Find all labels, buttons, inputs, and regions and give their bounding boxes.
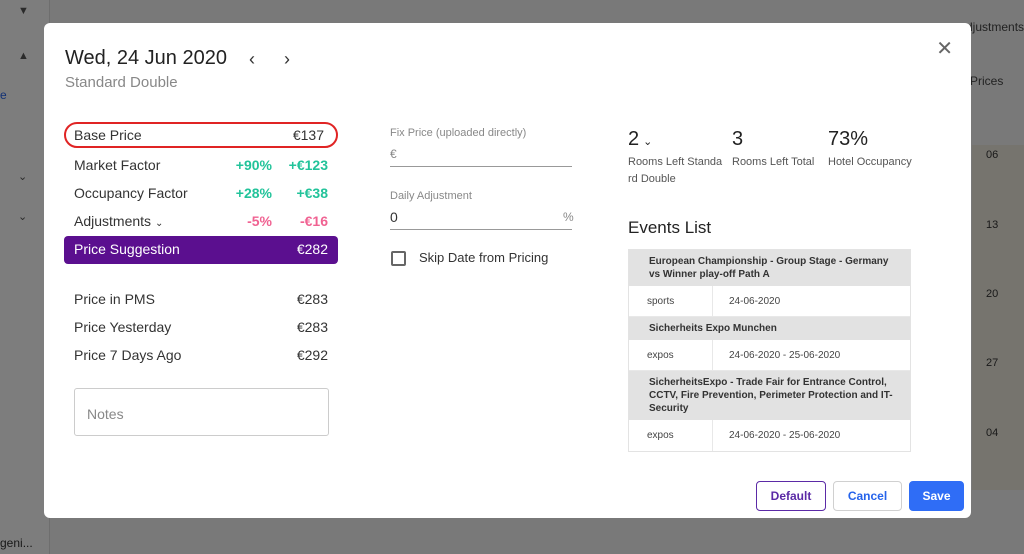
- rooms-left-total-label: Rooms Left Total: [732, 156, 815, 168]
- price-detail-modal: ✕ Wed, 24 Jun 2020 ‹ › Standard Double B…: [44, 23, 971, 518]
- event-name: Sicherheits Expo Munchen: [629, 317, 910, 340]
- fix-price-input[interactable]: [390, 166, 572, 167]
- notes-field[interactable]: Notes: [74, 388, 329, 436]
- rooms-left-type-label-line1: Rooms Left Standa: [628, 156, 723, 168]
- rooms-left-type-selector[interactable]: 2 ⌄: [628, 128, 652, 151]
- adjustments-value: -€16: [299, 213, 328, 229]
- base-price-label: Base Price: [74, 127, 142, 143]
- price-yesterday-label: Price Yesterday: [74, 319, 172, 335]
- date-title: Wed, 24 Jun 2020: [65, 47, 227, 69]
- occupancy-factor-row: Occupancy Factor +28% +€38: [64, 180, 338, 206]
- price-yesterday-row: Price Yesterday €283: [64, 314, 338, 340]
- price-yesterday-value: €283: [296, 319, 328, 335]
- room-type-label: Standard Double: [65, 74, 178, 91]
- price-7-days-row: Price 7 Days Ago €292: [64, 342, 338, 368]
- event-date: 24-06-2020 - 25-06-2020: [729, 430, 841, 441]
- cancel-button[interactable]: Cancel: [833, 481, 902, 511]
- market-factor-row: Market Factor +90% +€123: [64, 152, 338, 178]
- chevron-down-icon[interactable]: ⌄: [643, 136, 653, 148]
- event-category: expos: [629, 340, 713, 370]
- base-price-row: Base Price €137: [64, 122, 338, 148]
- event-name: European Championship - Group Stage - Ge…: [629, 250, 910, 286]
- skip-date-label[interactable]: Skip Date from Pricing: [419, 250, 549, 265]
- price-in-pms-value: €283: [296, 291, 328, 307]
- events-table: European Championship - Group Stage - Ge…: [628, 249, 911, 452]
- rooms-left-total-value: 3: [732, 128, 744, 150]
- base-price-value: €137: [292, 127, 324, 143]
- chevron-left-icon[interactable]: ‹: [249, 49, 255, 69]
- event-category: expos: [629, 420, 713, 451]
- adjustments-label[interactable]: Adjustments ⌄: [74, 213, 163, 229]
- rooms-left-type-value: 2: [628, 128, 640, 150]
- price-in-pms-row: Price in PMS €283: [64, 286, 338, 312]
- notes-placeholder: Notes: [87, 406, 124, 422]
- daily-adjustment-label: Daily Adjustment: [390, 190, 472, 202]
- event-row: sports 24-06-2020: [629, 286, 910, 317]
- occupancy-factor-label: Occupancy Factor: [74, 185, 188, 201]
- skip-date-checkbox[interactable]: [391, 251, 406, 266]
- market-factor-value: +€123: [288, 157, 328, 173]
- hotel-occupancy-value: 73%: [828, 128, 869, 150]
- events-list-title: Events List: [628, 218, 712, 237]
- adjustments-pct: -5%: [247, 213, 272, 229]
- event-date: 24-06-2020: [729, 296, 781, 307]
- default-button[interactable]: Default: [756, 481, 826, 511]
- event-date: 24-06-2020 - 25-06-2020: [729, 350, 841, 361]
- chevron-down-icon[interactable]: ⌄: [155, 218, 164, 229]
- adjustments-label-text: Adjustments: [74, 213, 152, 229]
- price-suggestion-label: Price Suggestion: [74, 241, 180, 257]
- hotel-occupancy-label: Hotel Occupancy: [828, 156, 912, 168]
- market-factor-pct: +90%: [235, 157, 272, 173]
- event-category: sports: [629, 286, 713, 316]
- daily-adjustment-input[interactable]: 0: [390, 209, 398, 225]
- price-suggestion-value: €282: [296, 241, 328, 257]
- event-row: expos 24-06-2020 - 25-06-2020: [629, 420, 910, 451]
- fix-price-label: Fix Price (uploaded directly): [390, 127, 527, 139]
- event-name: SicherheitsExpo - Trade Fair for Entranc…: [629, 371, 910, 420]
- occupancy-factor-pct: +28%: [235, 185, 272, 201]
- percent-suffix: %: [563, 210, 574, 224]
- save-button[interactable]: Save: [909, 481, 964, 511]
- euro-prefix: €: [390, 147, 397, 161]
- price-7-days-label: Price 7 Days Ago: [74, 347, 182, 363]
- close-icon[interactable]: ✕: [936, 38, 953, 60]
- rooms-left-type-label-line2: rd Double: [628, 173, 676, 185]
- occupancy-factor-value: +€38: [296, 185, 328, 201]
- adjustments-row[interactable]: Adjustments ⌄ -5% -€16: [64, 208, 338, 234]
- price-in-pms-label: Price in PMS: [74, 291, 155, 307]
- chevron-right-icon[interactable]: ›: [284, 49, 290, 69]
- daily-adjustment-underline: [390, 229, 572, 230]
- market-factor-label: Market Factor: [74, 157, 161, 173]
- rooms-left-type-label: Rooms Left Standa rd Double: [628, 154, 722, 188]
- price-suggestion-row: Price Suggestion €282: [64, 236, 338, 264]
- price-7-days-value: €292: [296, 347, 328, 363]
- event-row: expos 24-06-2020 - 25-06-2020: [629, 340, 910, 371]
